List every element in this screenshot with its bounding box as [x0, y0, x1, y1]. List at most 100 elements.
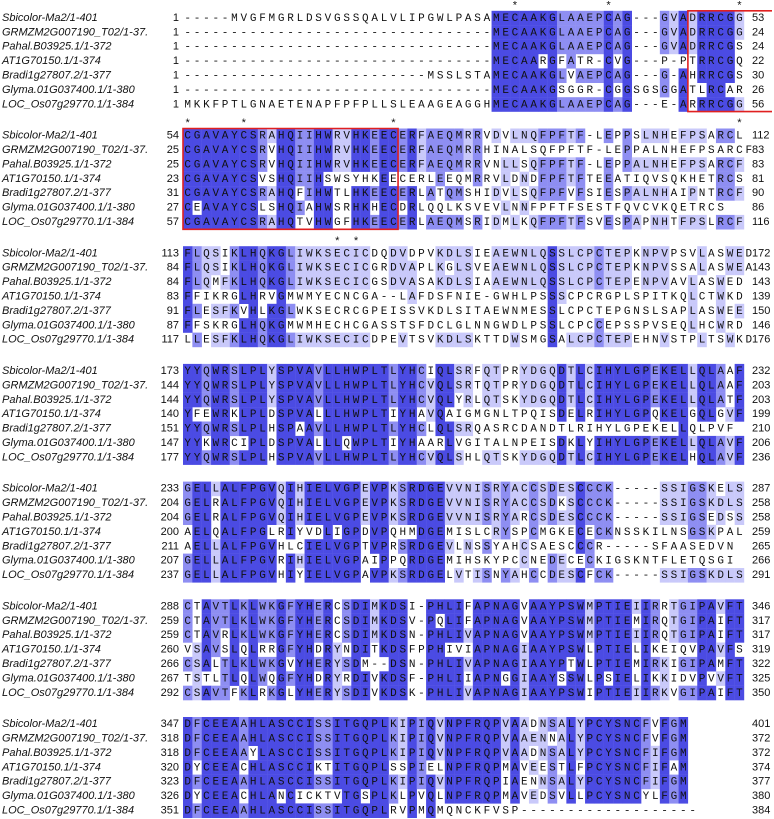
conservation-cell [622, 332, 632, 348]
conservation-cell [351, 745, 361, 761]
conservation-cell [379, 539, 389, 554]
conservation-cell [659, 332, 670, 348]
conservation-cell [538, 171, 548, 187]
conservation-cell [435, 656, 445, 672]
conservation-cell [211, 435, 221, 451]
conservation-cell [547, 628, 558, 643]
conservation-cell [715, 671, 726, 686]
conservation-cell [734, 378, 745, 393]
conservation-cell [528, 68, 539, 83]
sequence: ---------------------------------MECAAKG… [184, 27, 745, 39]
conservation-cell [519, 200, 530, 216]
sequence-name: GRMZM2G007190_T02/1-37. [2, 262, 148, 274]
conservation-cell [575, 332, 586, 348]
end-position: 199 [752, 408, 770, 420]
conservation-cell [575, 745, 586, 761]
sequence-name: GRMZM2G007190_T02/1-37. [2, 26, 148, 38]
conservation-cell [706, 568, 717, 583]
conservation-cell [697, 510, 707, 525]
conservation-cell [332, 685, 343, 701]
conservation-cell [407, 774, 417, 790]
conservation-cell [706, 685, 717, 701]
conservation-cell [659, 378, 670, 393]
conservation-cell [519, 671, 530, 686]
conservation-cell [304, 128, 315, 144]
conservation-cell [183, 128, 193, 144]
conservation-cell [304, 171, 315, 187]
conservation-cell [594, 392, 604, 408]
end-position: 401 [752, 718, 770, 730]
conservation-cell [650, 599, 661, 614]
sequence: VSAVSLQLRRGFYHDRYNDITKDSFPPHIVIAPNAGIAAY… [184, 645, 745, 657]
conservation-cell [267, 760, 277, 775]
conservation-cell [341, 392, 352, 408]
conservation-cell [528, 214, 539, 230]
conservation-cell [257, 496, 268, 511]
conservation-cell [295, 275, 305, 290]
conservation-cell [585, 496, 595, 511]
conservation-cell [566, 599, 576, 614]
conservation-cell [697, 128, 707, 144]
conservation-cell [332, 717, 343, 732]
conservation-cell [192, 260, 202, 276]
sequence: YYKWRCIPLDSPVALLLQWPLTIYHAARLVGITALNPEIS… [184, 438, 745, 450]
conservation-cell [538, 260, 548, 276]
conservation-cell [220, 171, 230, 187]
conservation-cell [211, 481, 221, 497]
conservation-cell [285, 613, 296, 629]
conservation-cell [491, 510, 502, 525]
conservation-cell [641, 363, 651, 379]
conservation-cell [183, 553, 193, 569]
conservation-cell [528, 450, 539, 465]
conservation-cell [398, 685, 408, 701]
conservation-cell [547, 318, 558, 333]
conservation-cell [398, 642, 408, 658]
conservation-cell [416, 128, 427, 144]
conservation-cell [201, 214, 212, 230]
conservation-cell [528, 186, 539, 201]
conservation-cell [285, 332, 296, 348]
conservation-cell [276, 481, 287, 497]
conservation-cell [201, 128, 212, 144]
conservation-cell [201, 421, 212, 437]
conservation-cell [183, 392, 193, 408]
conservation-cell [444, 685, 455, 701]
conservation-cell [528, 599, 539, 614]
conservation-cell [491, 613, 502, 629]
conservation-cell [706, 496, 717, 511]
conservation-cell [613, 260, 623, 276]
conservation-cell [641, 407, 651, 422]
conservation-cell [183, 435, 193, 451]
conservation-cell [183, 142, 193, 158]
conservation-cell [332, 363, 343, 379]
start-position: 84 [167, 262, 179, 274]
conservation-cell [229, 789, 240, 804]
conservation-cell [454, 186, 464, 201]
conservation-cell [229, 613, 240, 629]
conservation-cell [557, 717, 567, 732]
conservation-cell [622, 685, 632, 701]
conservation-cell [603, 745, 614, 761]
sequence-name: GRMZM2G007190_T02/1-37. [2, 379, 148, 391]
conservation-cell [519, 717, 530, 732]
conservation-cell [491, 685, 502, 701]
conservation-cell [482, 685, 492, 701]
conservation-cell [650, 246, 661, 261]
conservation-cell [341, 332, 352, 348]
conservation-cell [229, 421, 240, 437]
conservation-cell [323, 186, 333, 201]
conservation-cell [697, 214, 707, 230]
conservation-cell [706, 82, 717, 98]
conservation-cell [239, 774, 249, 790]
sequence-name: Bradi1g27807.2/1-377 [2, 423, 112, 435]
sequence: YYQWRSLPLYSPVAVLLHWPLTLYHCIQLSRFQTPRYDGQ… [184, 366, 745, 378]
conservation-cell [285, 214, 296, 230]
start-position: 204 [161, 512, 179, 524]
conservation-cell [697, 642, 707, 658]
conservation-cell [323, 128, 333, 144]
conservation-cell [257, 774, 268, 790]
conservation-cell [734, 303, 745, 319]
end-position: 172 [752, 247, 770, 259]
conservation-cell [435, 731, 445, 746]
conservation-cell [687, 303, 698, 319]
